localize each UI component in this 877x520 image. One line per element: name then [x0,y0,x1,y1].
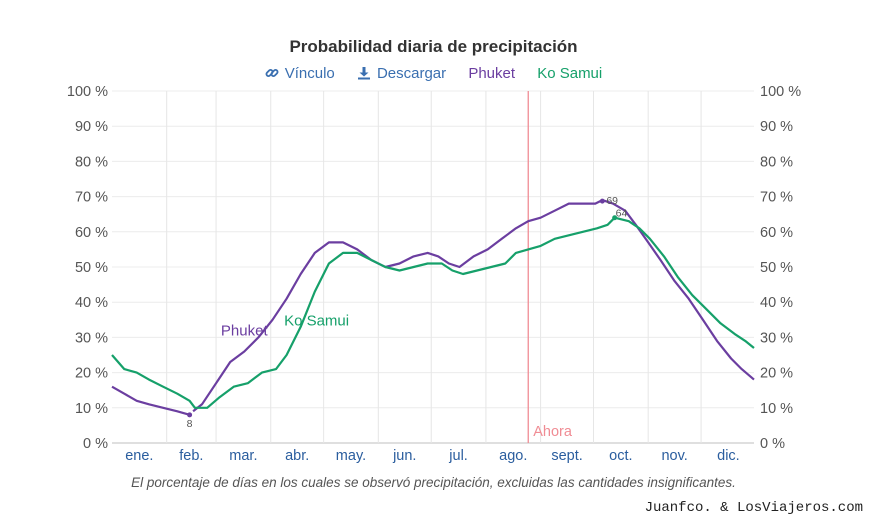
y-tick-label-left: 70 % [75,190,108,206]
phuket-min-marker [187,412,193,418]
y-tick-label-right: 90 % [760,119,793,135]
series-line-phuket [192,199,755,413]
link-icon [265,68,279,77]
phuket-inline-label: Phuket [221,322,269,339]
x-tick-label: sept. [551,448,582,464]
x-tick-label: jul. [448,448,468,464]
precipitation-chart: 0 % 0 % 10 % 10 % 20 % 20 % 30 % 30 % 40 % 40 % 50… [67,84,801,464]
y-tick-label-left: 100 % [67,84,108,100]
chart-title: Probabilidad diaria de precipitación [289,37,578,56]
x-tick-label: nov. [661,448,687,464]
download-button[interactable]: Descargar [357,65,446,82]
x-tick-label: dic. [717,448,740,464]
chart-toolbar: Vínculo Descargar Phuket Ko Samui [0,64,867,82]
y-tick-label-left: 20 % [75,366,108,382]
y-tick-label-left: 80 % [75,154,108,170]
x-tick-label: ago. [499,448,527,464]
y-tick-label-left: 30 % [75,330,108,346]
link-label: Vínculo [284,64,335,82]
y-tick-label-right: 80 % [760,154,793,170]
download-label: Descargar [376,64,447,82]
y-tick-label-right: 50 % [760,260,793,276]
y-tick-label-left: 10 % [75,401,108,417]
phuket-min-label: 8 [187,418,193,430]
x-tick-label: may. [336,448,366,464]
y-tick-label-right: 100 % [760,84,801,100]
ko-samui-inline-label: Ko Samui [284,312,349,329]
phuket-max-marker [599,198,605,204]
y-tick-label-left: 60 % [75,225,108,241]
y-tick-label-left: 40 % [75,295,108,311]
ko-samui-max-marker [612,215,618,221]
now-label: Ahora [533,424,573,440]
phuket-max-label: 69 [606,195,618,207]
legend-phuket[interactable]: Phuket [468,64,516,82]
x-tick-label: feb. [179,448,203,464]
x-tick-label: mar. [229,448,257,464]
y-tick-label-right: 20 % [760,366,793,382]
y-tick-label-left: 90 % [75,119,108,135]
link-button[interactable]: Vínculo [265,65,335,82]
x-tick-label: oct. [609,448,632,464]
chart-caption: El porcentaje de días en los cuales se o… [131,475,736,490]
x-tick-label: jun. [392,448,416,464]
credit-text: Juanfco. & LosViajeros.com [644,500,863,516]
legend-samui[interactable]: Ko Samui [537,64,603,82]
y-tick-label-right: 40 % [760,295,793,311]
x-tick-label: abr. [285,448,309,464]
series-line-phuket [111,385,190,416]
y-tick-label-right: 30 % [760,330,793,346]
ko-samui-max-label: 64 [616,208,628,220]
y-tick-label-right: 10 % [760,401,793,417]
y-tick-label-left: 0 % [83,436,108,452]
series-line-ko-samui [111,216,755,409]
y-tick-label-right: 70 % [760,190,793,206]
x-tick-label: ene. [125,448,153,464]
y-tick-label-left: 50 % [75,260,108,276]
download-icon [357,66,370,80]
y-tick-label-right: 0 % [760,436,785,452]
y-tick-label-right: 60 % [760,225,793,241]
